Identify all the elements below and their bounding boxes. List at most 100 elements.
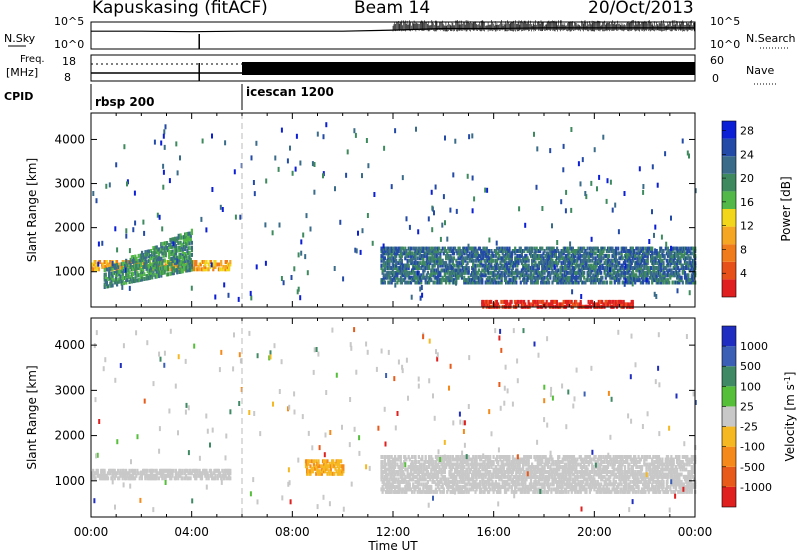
power-cell [532, 299, 535, 304]
power-cell [668, 249, 671, 253]
power-cell [447, 275, 450, 280]
velocity-cell [189, 468, 192, 473]
freq-rtick-bottom: 0 [712, 72, 719, 85]
power-sparse-cell [511, 250, 514, 256]
velocity-cell [492, 482, 495, 487]
power-cell [164, 250, 167, 255]
power-cell [162, 251, 165, 256]
velocity-cell [381, 487, 384, 492]
power-cell [611, 275, 614, 280]
velocity-cell [475, 470, 478, 474]
power-cell [480, 249, 483, 253]
power-cell [623, 261, 627, 266]
power-cell [574, 249, 577, 253]
power-cell [450, 268, 453, 273]
velocity-cell [145, 471, 148, 476]
velocity-cell [466, 482, 469, 487]
velocity-cell [228, 468, 231, 473]
power-cell [593, 278, 596, 283]
power-cell [160, 268, 163, 273]
power-cell [420, 280, 423, 285]
velocity-cell [411, 455, 414, 459]
power-cell [625, 249, 628, 253]
velocity-cell [414, 457, 417, 462]
power-cell [502, 258, 505, 263]
velocity-cell [186, 468, 189, 473]
power-cell [178, 260, 181, 265]
velocity-cell [216, 468, 219, 473]
power-cell [672, 253, 675, 258]
power-cell [462, 249, 465, 253]
velocity-cell [475, 465, 478, 469]
power-cell [488, 258, 491, 263]
velocity-cell [488, 484, 491, 489]
velocity-cell [515, 457, 518, 462]
power-sparse-cell [419, 295, 422, 301]
power-cell [524, 246, 527, 251]
power-cell [608, 249, 611, 253]
power-sparse-cell [452, 172, 455, 178]
velocity-cell [381, 460, 384, 464]
power-cell [505, 261, 508, 266]
power-cell [447, 266, 450, 270]
power-cell [392, 270, 396, 275]
power-cell [643, 258, 646, 263]
power-cell [169, 242, 172, 247]
power-cell [500, 275, 503, 280]
power-cell [472, 280, 475, 285]
velocity-cell [420, 465, 423, 469]
velocity-cell [205, 476, 208, 481]
power-sparse-cell [648, 239, 651, 244]
velocity-cell [225, 476, 228, 481]
power-cell [539, 249, 542, 253]
velocity-cell [459, 455, 462, 459]
power-cell [490, 249, 493, 253]
power-cell [594, 280, 597, 285]
power-cell [405, 251, 408, 256]
power-cell [152, 270, 155, 275]
power-cell [670, 268, 673, 273]
power-cell [153, 272, 156, 277]
power-cell [503, 253, 507, 258]
velocity-cell [127, 476, 130, 481]
velocity-cell [515, 489, 518, 494]
power-cell [437, 278, 440, 283]
power-cell [172, 256, 175, 261]
power-cell [673, 256, 676, 261]
velocity-cell [482, 484, 485, 489]
power-cell [384, 249, 388, 253]
power-cell [685, 263, 688, 268]
power-cell [619, 266, 622, 270]
power-cell [425, 273, 428, 278]
velocity-cell [472, 479, 475, 484]
power-sparse-cell [611, 207, 614, 213]
power-sparse-cell [562, 143, 565, 149]
velocity-cell [454, 477, 457, 482]
power-cell [517, 249, 520, 253]
power-sparse-cell [293, 266, 296, 272]
power-cell [566, 246, 569, 251]
power-sparse-cell [653, 232, 655, 238]
velocity-cell [506, 482, 509, 487]
power-cell [464, 270, 467, 275]
power-cell [117, 270, 120, 275]
velocity-cell [467, 489, 470, 494]
power-cell [666, 246, 670, 251]
power-cell [532, 302, 535, 307]
power-cell [94, 260, 97, 264]
power-cell [418, 275, 422, 280]
power-cell [131, 259, 135, 264]
power-cell [92, 267, 95, 272]
velocity-cell [394, 487, 397, 492]
velocity-cell [480, 474, 483, 479]
power-cell [612, 299, 615, 304]
power-cell [422, 256, 425, 261]
power-cell [138, 277, 141, 282]
power-cell [420, 278, 423, 283]
velocity-cell [501, 460, 504, 464]
power-cell [555, 299, 558, 304]
power-cell [161, 251, 164, 256]
velocity-cell [144, 473, 147, 478]
power-cell [660, 278, 663, 283]
power-sparse-cell [134, 220, 137, 226]
